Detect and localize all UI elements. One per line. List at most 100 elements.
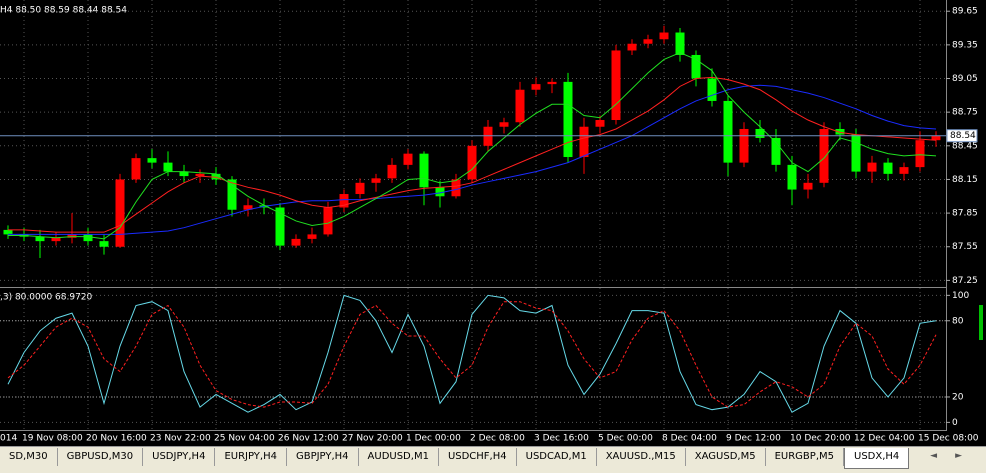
chart-tab[interactable]: USDJPY,H4 <box>143 448 216 466</box>
chart-tab[interactable]: USDCAD,M1 <box>517 448 597 466</box>
candle-body <box>595 120 605 127</box>
x-tick-label: 26 Nov 12:00 <box>278 434 339 444</box>
candle-body <box>883 162 893 174</box>
candle-body <box>147 158 157 163</box>
y-tick-label: 0 <box>952 418 958 428</box>
candle-body <box>707 78 717 101</box>
candle-body <box>355 182 365 195</box>
x-tick-label: 23 Nov 22:00 <box>150 434 211 444</box>
chart-tab[interactable]: SD,M30 <box>0 448 58 466</box>
candle-body <box>451 179 461 197</box>
candle-body <box>35 236 45 242</box>
chart-tab[interactable]: XAGUSD,M5 <box>686 448 766 466</box>
x-tick-label: 19 Nov 08:00 <box>22 434 83 444</box>
candle-body <box>131 158 141 180</box>
background <box>0 0 986 446</box>
candle-body <box>291 238 301 246</box>
candle-body <box>659 32 669 40</box>
candle-body <box>307 234 317 239</box>
y-tick-label: 88.15 <box>952 175 978 185</box>
candle-body <box>723 100 733 163</box>
moving-average <box>8 52 937 240</box>
moving-average <box>8 84 937 235</box>
candle-body <box>387 164 397 179</box>
tab-scroll[interactable]: ◄► <box>930 451 980 461</box>
candle-body <box>371 178 381 183</box>
chart-tab[interactable]: XAUUSD.,M15 <box>597 448 686 466</box>
candle-body <box>115 179 125 247</box>
chart-tab[interactable]: USDX,H4 <box>844 448 910 469</box>
candle-body <box>467 145 477 180</box>
candle-body <box>67 234 77 238</box>
moving-average <box>8 76 937 233</box>
candle-body <box>787 164 797 190</box>
x-tick-label: 10 Dec 20:00 <box>790 434 851 444</box>
candle-body <box>339 194 349 208</box>
candle-body <box>803 182 813 190</box>
candle-body <box>579 126 589 158</box>
stochastic-line <box>7 294 937 413</box>
stochastic-line <box>7 301 937 408</box>
x-tick-label: 9 Dec 12:00 <box>726 434 781 444</box>
candle-body <box>563 81 573 158</box>
chart-tab[interactable]: EURJPY,H4 <box>215 448 287 466</box>
y-tick-label: 87.25 <box>952 276 978 286</box>
candle-body <box>627 43 637 51</box>
scroll-marker <box>979 305 983 340</box>
chart-tab[interactable]: AUDUSD,M1 <box>359 448 439 466</box>
y-tick-label: 100 <box>952 291 969 301</box>
candle-body <box>163 162 173 172</box>
candle-body <box>227 179 237 210</box>
candle-body <box>691 54 701 79</box>
chart-tab[interactable]: GBPJPY,H4 <box>287 448 359 466</box>
y-tick-label: 87.85 <box>952 209 978 219</box>
candle-body <box>179 171 189 177</box>
candle-body <box>3 229 13 235</box>
candle-body <box>515 89 525 123</box>
candle-body <box>675 32 685 55</box>
y-tick-label: 88.45 <box>952 141 978 151</box>
candle-body <box>275 207 285 246</box>
y-tick-label: 20 <box>952 392 964 402</box>
x-tick-label: 25 Nov 04:00 <box>214 434 275 444</box>
chart-area: H4 88.50 88.59 88.44 88.54 ,3) 80.0000 6… <box>0 0 986 446</box>
x-tick-label: 27 Nov 20:00 <box>342 434 403 444</box>
candle-body <box>195 173 205 177</box>
candle-body <box>211 173 221 180</box>
candle-body <box>483 126 493 146</box>
candle-body <box>547 81 557 85</box>
candle-body <box>419 153 429 188</box>
candle-body <box>99 241 109 247</box>
candle-body <box>83 234 93 242</box>
candle-body <box>643 39 653 44</box>
candle-body <box>835 128 845 135</box>
candle-body <box>915 140 925 168</box>
candle-body <box>435 187 445 197</box>
candle-body <box>531 84 541 90</box>
y-tick-label: 89.05 <box>952 74 978 84</box>
x-tick-label: 5 Dec 00:00 <box>598 434 653 444</box>
candle-body <box>771 137 781 165</box>
tab-bar: SD,M30 GBPUSD,M30 USDJPY,H4 EURJPY,H4 GBPJPY… <box>0 446 986 473</box>
candle-body <box>931 135 941 141</box>
candle-body <box>403 153 413 165</box>
y-tick-label: 88.75 <box>952 108 978 118</box>
candle-body <box>51 237 61 242</box>
chart-tab[interactable]: USDCHF,H4 <box>439 448 517 466</box>
x-tick-label: 014 <box>0 434 17 444</box>
candle-body <box>819 128 829 183</box>
chart-tab[interactable]: EURGBP,M5 <box>766 448 844 466</box>
indicator-title: ,3) 80.0000 68.9720 <box>0 293 93 303</box>
chart-tab[interactable]: GBPUSD,M30 <box>58 448 144 466</box>
x-tick-label: 3 Dec 16:00 <box>534 434 589 444</box>
y-tick-label: 89.65 <box>952 7 978 17</box>
candle-body <box>867 162 877 172</box>
candle-body <box>739 128 749 163</box>
x-tick-label: 1 Dec 00:00 <box>406 434 461 444</box>
x-tick-label: 15 Dec 08:00 <box>918 434 979 444</box>
candle-body <box>323 207 333 235</box>
candle-body <box>899 167 909 174</box>
x-tick-label: 20 Nov 16:00 <box>86 434 147 444</box>
candle-body <box>611 50 621 121</box>
